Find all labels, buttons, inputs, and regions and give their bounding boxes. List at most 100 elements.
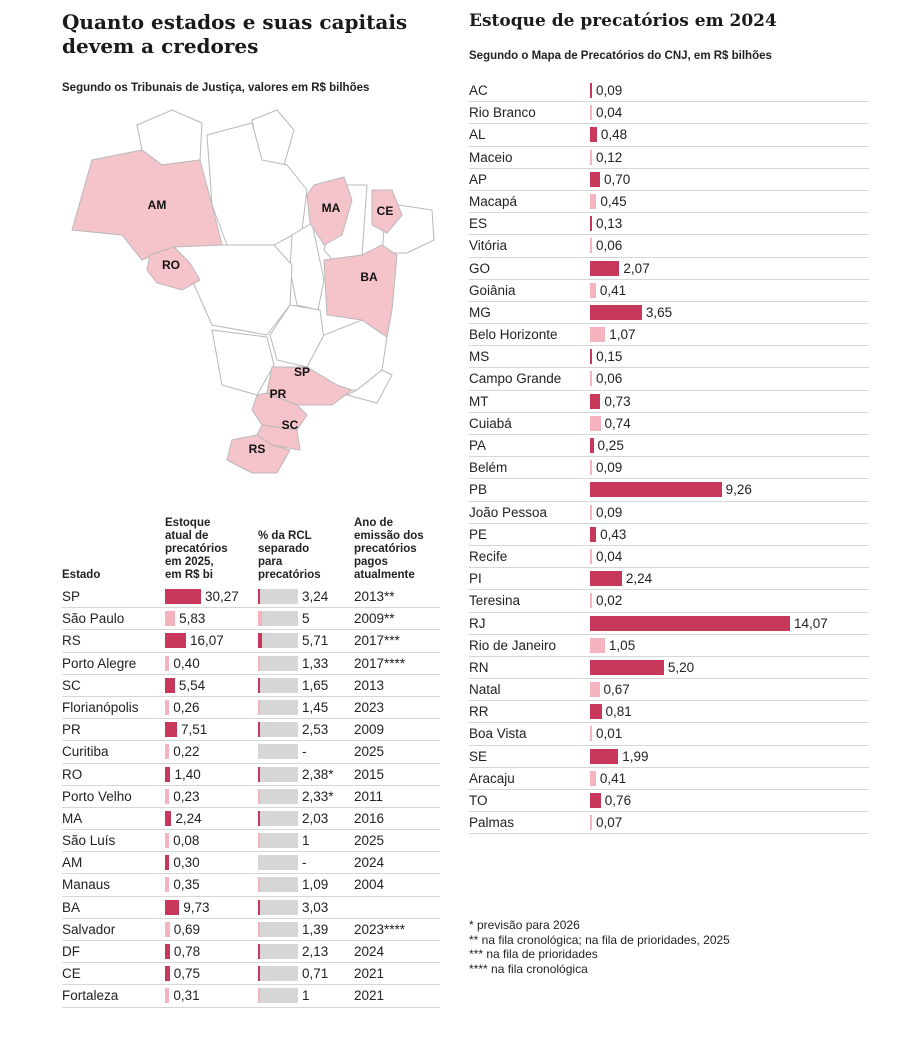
- bar-value: 0,07: [596, 815, 623, 831]
- bar-label: AP: [469, 171, 488, 187]
- row-name: RS: [62, 633, 81, 649]
- rcl-track: [258, 699, 298, 715]
- table-row: Salvador 0,69 1,39 2023****: [62, 919, 440, 941]
- bar-row: Rio de Janeiro 1,05: [469, 635, 869, 657]
- bar-label: Natal: [469, 682, 501, 698]
- ano-value: 2021: [354, 966, 385, 982]
- map-region-pr: [251, 392, 308, 431]
- bar-row: PA 0,25: [469, 435, 869, 458]
- ano-value: 2024: [354, 944, 385, 959]
- ano-value: 2023****: [354, 921, 406, 937]
- rcl-track: [258, 766, 298, 782]
- map-region-ma: [306, 176, 353, 246]
- estoque-bar: [165, 655, 170, 671]
- rcl-track: [258, 944, 298, 959]
- rcl-track: [258, 921, 298, 937]
- ano-value: 2009: [354, 722, 385, 738]
- estoque-value: 0,08: [173, 833, 200, 849]
- rcl-track: [258, 833, 298, 849]
- bar-row: Macapá 0,45: [469, 191, 869, 214]
- bar: [590, 460, 592, 476]
- table-row: SC 5,54 1,65 2013: [62, 675, 440, 697]
- ano-value: 2013**: [354, 589, 395, 604]
- row-name: Curitiba: [62, 744, 109, 760]
- rcl-value: 3,24: [302, 589, 329, 604]
- estoque-value: 0,69: [173, 921, 200, 937]
- map-label-am: AM: [148, 198, 167, 212]
- bar-value: 0,04: [596, 105, 623, 121]
- row-name: SC: [62, 677, 81, 693]
- bar: [590, 659, 664, 675]
- estoque-bar: [165, 611, 176, 627]
- col-estado: Estado: [62, 569, 101, 581]
- bar-label: Belo Horizonte: [469, 327, 558, 343]
- right-bar-chart: AC 0,09 Rio Branco 0,04 AL 0,48 Maceio 0,12 AP 0,…: [469, 80, 869, 835]
- table-row: RS 16,07 5,71 2017***: [62, 630, 440, 653]
- bar: [590, 238, 592, 254]
- row-name: CE: [62, 966, 81, 982]
- ano-value: 2025: [354, 833, 385, 849]
- rcl-bar: [258, 766, 260, 782]
- table-row: São Paulo 5,83 5 2009**: [62, 608, 440, 631]
- table-row: DF 0,78 2,13 2024: [62, 941, 440, 964]
- bar: [590, 327, 606, 343]
- bar-value: 0,45: [600, 193, 627, 209]
- rcl-value: 2,38*: [302, 766, 334, 782]
- bar-value: 2,07: [623, 260, 650, 276]
- estoque-value: 0,22: [173, 744, 200, 760]
- bar: [590, 282, 596, 298]
- map-label-ba: BA: [360, 270, 378, 284]
- estoque-value: 9,73: [183, 899, 210, 915]
- bar-label: AC: [469, 83, 488, 98]
- col-estoque: Estoque atual de precatórios em 2025, em…: [165, 517, 228, 581]
- bar: [590, 748, 619, 764]
- bar-value: 0,74: [604, 415, 631, 431]
- bar-value: 1,07: [609, 327, 636, 343]
- bar-label: Macapá: [469, 193, 518, 209]
- map-label-ma: MA: [322, 201, 341, 215]
- row-name: Porto Velho: [62, 788, 132, 804]
- bar-value: 1,99: [622, 748, 649, 764]
- bar-row: RN 5,20: [469, 657, 869, 680]
- left-subtitle: Segundo os Tribunais de Justiça, valores…: [62, 82, 370, 94]
- row-name: PR: [62, 722, 81, 738]
- bar: [590, 415, 601, 431]
- footnote-3: *** na fila de prioridades: [469, 947, 598, 961]
- bar-row: Maceio 0,12: [469, 147, 869, 169]
- rcl-value: 2,33*: [302, 788, 334, 804]
- bar-row: MG 3,65: [469, 302, 869, 325]
- rcl-value: 2,03: [302, 810, 329, 826]
- footnote-4: **** na fila cronológica: [469, 961, 588, 976]
- rcl-value: 2,53: [302, 722, 329, 738]
- row-name: MA: [62, 810, 83, 826]
- estoque-bar: [165, 921, 170, 937]
- rcl-bar: [258, 589, 261, 604]
- bar: [590, 482, 722, 498]
- map-region-es-rj: [345, 369, 393, 404]
- bar-row: Palmas 0,07: [469, 812, 869, 835]
- map-region-ro: [146, 246, 201, 291]
- bar-value: 0,01: [596, 726, 623, 742]
- estoque-bar: [165, 677, 175, 693]
- bar-row: PI 2,24: [469, 568, 869, 591]
- bar-value: 0,09: [596, 460, 623, 476]
- estoque-value: 7,51: [180, 722, 208, 738]
- row-name: RO: [62, 766, 83, 782]
- bar-value: 9,26: [725, 482, 752, 498]
- footnote-2: ** na fila cronológica; na fila de prior…: [469, 932, 730, 947]
- estoque-bar: [165, 788, 170, 804]
- estoque-value: 0,40: [173, 655, 200, 671]
- table-row: Curitiba 0,22 - 2025: [62, 741, 440, 764]
- ano-value: 2004: [354, 877, 385, 893]
- bar-row: ES 0,13: [469, 213, 869, 236]
- bar-row: RJ 14,07: [469, 613, 869, 635]
- bar-row: Recife 0,04: [469, 546, 869, 569]
- estoque-bar: [165, 944, 170, 959]
- bar-row: Natal 0,67: [469, 679, 869, 702]
- estoque-value: 0,23: [173, 788, 200, 804]
- rcl-bar: [258, 877, 260, 893]
- bar-value: 0,06: [596, 371, 623, 387]
- bar-row: Belém 0,09: [469, 457, 869, 480]
- rcl-value: 1,39: [302, 921, 329, 937]
- table-row: Manaus 0,35 1,09 2004: [62, 874, 440, 897]
